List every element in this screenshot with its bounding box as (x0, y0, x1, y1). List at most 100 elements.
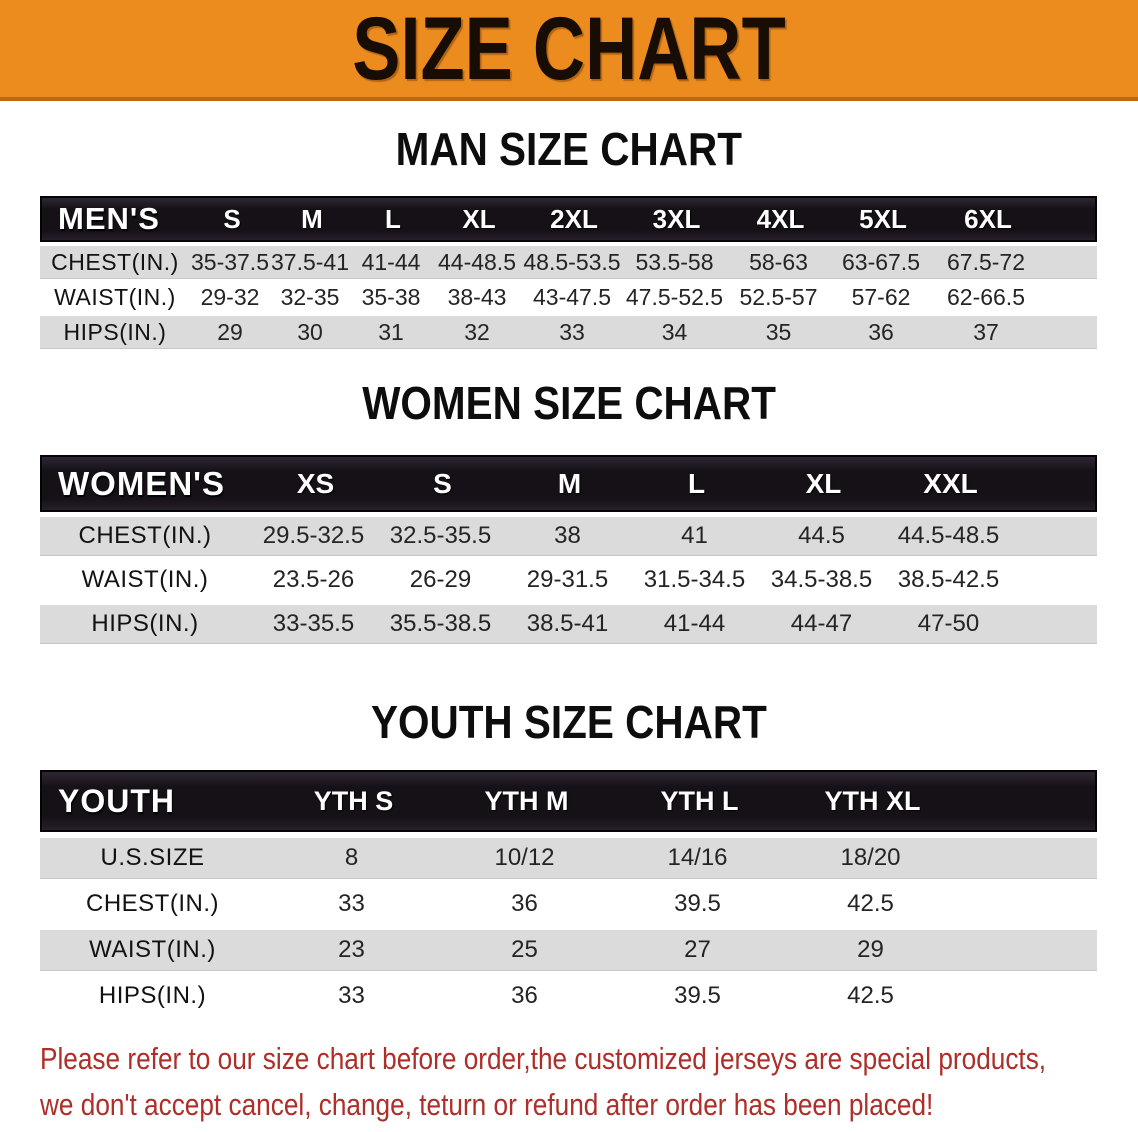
size-column-header: 5XL (859, 203, 907, 234)
size-column-header: XXL (923, 467, 978, 499)
measurement-cell: 32-35 (280, 283, 340, 310)
size-column-header: 6XL (964, 203, 1012, 234)
disclaimer-line-2: we don't accept cancel, change, teturn o… (40, 1087, 934, 1122)
measurement-cell: 29 (857, 936, 884, 963)
measurement-cell: 33 (338, 890, 365, 917)
table-row: CHEST(IN.) 33 36 39.5 42.5 (40, 884, 1097, 924)
men-section-title-text: MAN SIZE CHART (395, 123, 743, 175)
table-row: HIPS(IN.) 33 36 39.5 42.5 (40, 976, 1097, 1016)
measurement-cell: 36 (868, 318, 894, 345)
table-row: WAIST(IN.) 23 25 27 29 (40, 930, 1097, 970)
size-column-header: S (433, 467, 452, 499)
disclaimer: Please refer to our size chart before or… (40, 1036, 1130, 1128)
measurement-cell: 41 (681, 522, 708, 549)
measurement-cell: 38-43 (447, 283, 507, 310)
size-column-header: M (557, 467, 582, 499)
measurement-cell: 26-29 (409, 566, 472, 593)
measurement-cell: 23.5-26 (272, 566, 355, 593)
measurement-cell: 62-66.5 (946, 283, 1025, 310)
banner-title: SIZE CHART (352, 0, 786, 99)
row-label: CHEST(IN.) (86, 890, 219, 917)
size-column-header: YTH M (484, 785, 569, 816)
measurement-cell: 41-44 (361, 248, 421, 275)
measurement-cell: 35 (765, 318, 792, 345)
size-column-header: XL (462, 203, 496, 234)
size-column-header: 2XL (550, 203, 598, 234)
measurement-cell: 47.5-52.5 (625, 283, 724, 310)
size-column-header: 3XL (652, 203, 701, 234)
measurement-cell: 48.5-53.5 (523, 248, 621, 275)
measurement-cell: 38.5-41 (526, 610, 609, 637)
measurement-cell: 18/20 (840, 844, 901, 871)
measurement-cell: 52.5-57 (739, 283, 818, 310)
youth-table-header-label: YOUTH (58, 782, 175, 819)
measurement-cell: 39.5 (674, 890, 721, 917)
table-row: WAIST(IN.) 23.5-26 26-29 29-31.5 31.5-34.5 34… (40, 561, 1097, 599)
table-row: U.S.SIZE 8 10/12 14/16 18/20 (40, 838, 1097, 878)
measurement-cell: 33 (559, 318, 585, 345)
women-table-header-label: WOMEN'S (58, 464, 226, 502)
measurement-cell: 35.5-38.5 (389, 610, 492, 637)
measurement-cell: 32.5-35.5 (389, 522, 492, 549)
women-section-title-text: WOMEN SIZE CHART (362, 377, 776, 429)
row-label: WAIST(IN.) (81, 566, 209, 593)
women-size-table: WOMEN'S XS S M L XL XXL CHEST(IN.) 29.5-32.5 32… (40, 455, 1097, 649)
table-row: WAIST(IN.) 29-32 32-35 35-38 38-43 43-47.5 47.… (40, 281, 1097, 313)
measurement-cell: 32 (464, 318, 490, 345)
size-column-header: XL (805, 467, 842, 499)
row-label: WAIST(IN.) (89, 936, 216, 963)
row-label: HIPS(IN.) (98, 982, 207, 1009)
size-column-header: M (301, 203, 323, 234)
men-size-table: MEN'S S M L XL 2XL 3XL 4XL 5XL 6XL CHEST(IN.) 35-… (40, 196, 1097, 351)
measurement-cell: 31 (378, 318, 404, 345)
measurement-cell: 34.5-38.5 (770, 566, 873, 593)
measurement-cell: 41-44 (663, 610, 726, 637)
measurement-cell: 27 (684, 936, 711, 963)
measurement-cell: 38.5-42.5 (897, 566, 1000, 593)
measurement-cell: 44.5 (798, 522, 845, 549)
measurement-cell: 35-37.5 (190, 248, 269, 275)
measurement-cell: 31.5-34.5 (643, 566, 746, 593)
table-row: HIPS(IN.) 33-35.5 35.5-38.5 38.5-41 41-44 44-… (40, 605, 1097, 643)
measurement-cell: 57-62 (851, 283, 911, 310)
measurement-cell: 29-32 (200, 283, 260, 310)
table-row: HIPS(IN.) 29 30 31 32 33 34 35 36 37 (40, 316, 1097, 348)
measurement-cell: 44.5-48.5 (897, 522, 1000, 549)
measurement-cell: 29 (217, 318, 243, 345)
measurement-cell: 30 (297, 318, 323, 345)
youth-section-title: YOUTH SIZE CHART (0, 699, 1138, 745)
measurement-cell: 37 (973, 318, 999, 345)
measurement-cell: 36 (511, 982, 538, 1009)
youth-section-title-text: YOUTH SIZE CHART (371, 696, 767, 748)
measurement-cell: 43-47.5 (532, 283, 611, 310)
size-column-header: YTH L (660, 785, 739, 816)
men-table-header-label: MEN'S (58, 201, 160, 236)
measurement-cell: 47-50 (917, 610, 980, 637)
women-section-title: WOMEN SIZE CHART (0, 380, 1138, 426)
measurement-cell: 14/16 (667, 844, 728, 871)
size-column-header: S (223, 203, 241, 234)
table-row: CHEST(IN.) 35-37.5 37.5-41 41-44 44-48.5 48.5… (40, 246, 1097, 278)
measurement-cell: 8 (344, 844, 359, 871)
size-column-header: YTH S (313, 785, 394, 816)
size-column-header: YTH XL (824, 785, 921, 816)
measurement-cell: 25 (511, 936, 538, 963)
row-label: HIPS(IN.) (91, 610, 199, 637)
measurement-cell: 58-63 (749, 248, 808, 275)
measurement-cell: 33 (338, 982, 365, 1009)
row-label: CHEST(IN.) (78, 522, 212, 549)
measurement-cell: 10/12 (494, 844, 555, 871)
measurement-cell: 29.5-32.5 (262, 522, 365, 549)
measurement-cell: 34 (661, 318, 688, 345)
men-table-header-row: MEN'S S M L XL 2XL 3XL 4XL 5XL 6XL (40, 196, 1097, 242)
measurement-cell: 42.5 (847, 890, 894, 917)
youth-size-table: YOUTH YTH S YTH M YTH L YTH XL U.S.SIZE 8 10/… (40, 770, 1097, 1022)
measurement-cell: 38 (554, 522, 581, 549)
banner: SIZE CHART (0, 0, 1138, 101)
measurement-cell: 42.5 (847, 982, 894, 1009)
measurement-cell: 36 (511, 890, 538, 917)
row-label: WAIST(IN.) (54, 283, 176, 310)
table-row: CHEST(IN.) 29.5-32.5 32.5-35.5 38 41 44.5 44.5… (40, 517, 1097, 555)
measurement-cell: 29-31.5 (526, 566, 609, 593)
size-column-header: XS (296, 467, 335, 499)
